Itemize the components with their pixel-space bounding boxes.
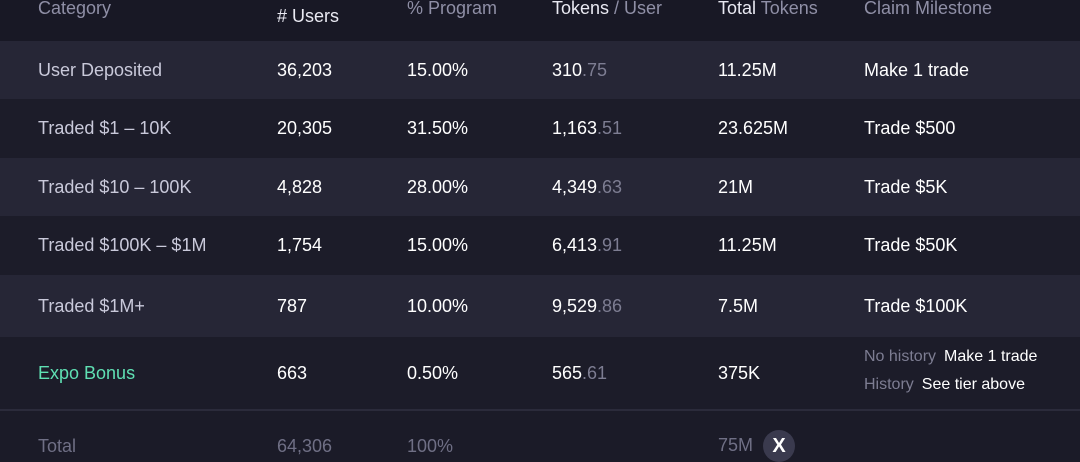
header-tokens-part: Tokens (552, 0, 610, 18)
milestone-no-history: No history Make 1 trade (864, 348, 1037, 366)
table-row: Traded $10 – 100K 4,828 28.00% 4,349.63 … (0, 158, 1080, 216)
tokens-int: 1,163 (552, 118, 598, 138)
tokens-dec: .61 (582, 363, 608, 383)
history-value: See tier above (921, 376, 1025, 393)
header-category: Category (38, 0, 112, 18)
table-row: Traded $1 – 10K 20,305 31.50% 1,163.51 2… (0, 99, 1080, 158)
table-row-expo-bonus: Expo Bonus 663 0.50% 565.61 375K No hist… (0, 337, 1080, 409)
tokens-per-user: 9,529.86 (552, 296, 622, 317)
total-tokens: 375K (718, 363, 761, 383)
tokens-dec: .63 (597, 176, 623, 197)
tokens-dec: .86 (597, 295, 623, 316)
milestone-history: History See tier above (864, 376, 1025, 394)
total-tokens-value: 75M (718, 434, 754, 455)
header-users: # Users (277, 6, 340, 26)
total-label: Total (38, 436, 77, 456)
tokens-dec: .75 (582, 59, 608, 80)
total-tokens: 75M X (718, 430, 796, 462)
total-tokens: 23.625M (718, 118, 789, 138)
category: Traded $1 – 10K (38, 118, 172, 138)
header-tokens-part2: Tokens (756, 0, 818, 18)
tokens-int: 565 (552, 363, 583, 383)
program-percent: 28.00% (407, 176, 469, 197)
claim-milestone: Trade $100K (864, 295, 968, 316)
users: 20,305 (277, 118, 333, 138)
users: 787 (277, 295, 308, 316)
category: Traded $1M+ (38, 295, 145, 316)
category: Expo Bonus (38, 363, 136, 383)
category: Traded $100K – $1M (38, 235, 207, 255)
program-percent: 0.50% (407, 363, 459, 383)
header-total-part: Total (718, 0, 757, 18)
no-history-value: Make 1 trade (944, 348, 1038, 365)
history-label: History (864, 376, 914, 393)
table-row: User Deposited 36,203 15.00% 310.75 11.2… (0, 41, 1080, 99)
tokens-int: 4,349 (552, 176, 598, 197)
table-row: Traded $100K – $1M 1,754 15.00% 6,413.91… (0, 216, 1080, 275)
header-tokens-per-user: Tokens / User (552, 0, 662, 19)
tokens-int: 9,529 (552, 295, 598, 316)
divider (0, 409, 1080, 411)
users: 1,754 (277, 235, 323, 255)
tokens-dec: .91 (597, 235, 623, 255)
table-header: Category # Users % Program Tokens / User… (0, 0, 1080, 41)
category: Traded $10 – 100K (38, 176, 192, 197)
header-user-part: / User (609, 0, 663, 18)
tokens-per-user: 4,349.63 (552, 177, 622, 198)
claim-milestone: Make 1 trade (864, 59, 970, 80)
claim-milestone: Trade $500 (864, 118, 956, 138)
tokens-dec: .51 (597, 118, 623, 138)
header-total-tokens: Total Tokens (718, 0, 818, 19)
total-program: 100% (407, 436, 454, 456)
table-row: Traded $1M+ 787 10.00% 9,529.86 7.5M Tra… (0, 275, 1080, 337)
table-row-total: Total 64,306 100% 75M X (0, 411, 1080, 462)
tokens-int: 6,413 (552, 235, 598, 255)
program-percent: 15.00% (407, 59, 469, 80)
category: User Deposited (38, 59, 163, 80)
tokens-per-user: 310.75 (552, 60, 607, 81)
header-program: % Program (407, 0, 498, 18)
total-tokens: 11.25M (718, 235, 777, 255)
users: 4,828 (277, 176, 323, 197)
claim-milestone: Trade $50K (864, 235, 958, 255)
no-history-label: No history (864, 348, 937, 365)
tokens-per-user: 6,413.91 (552, 235, 622, 256)
tokens-per-user: 1,163.51 (552, 118, 622, 139)
program-percent: 15.00% (407, 235, 469, 255)
tokens-per-user: 565.61 (552, 363, 607, 384)
total-tokens: 11.25M (718, 59, 777, 80)
token-x-icon: X (763, 430, 796, 462)
header-milestone: Claim Milestone (864, 0, 993, 18)
claim-milestone: Trade $5K (864, 176, 948, 197)
users: 36,203 (277, 59, 333, 80)
program-percent: 31.50% (407, 118, 469, 138)
tokens-int: 310 (552, 59, 583, 80)
total-users: 64,306 (277, 436, 333, 456)
total-tokens: 21M (718, 176, 754, 197)
program-percent: 10.00% (407, 295, 469, 316)
users: 663 (277, 363, 308, 383)
total-tokens: 7.5M (718, 295, 759, 316)
